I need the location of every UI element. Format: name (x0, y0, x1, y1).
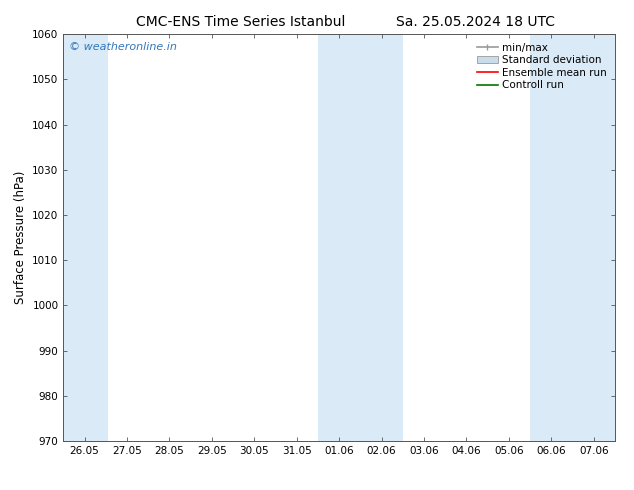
Legend: min/max, Standard deviation, Ensemble mean run, Controll run: min/max, Standard deviation, Ensemble me… (474, 40, 610, 94)
Text: Sa. 25.05.2024 18 UTC: Sa. 25.05.2024 18 UTC (396, 15, 555, 29)
Y-axis label: Surface Pressure (hPa): Surface Pressure (hPa) (14, 171, 27, 304)
Text: CMC-ENS Time Series Istanbul: CMC-ENS Time Series Istanbul (136, 15, 346, 29)
Bar (106, 34, 108, 441)
Text: © weatheronline.in: © weatheronline.in (69, 43, 177, 52)
Bar (360, 34, 403, 441)
Bar (63, 34, 106, 441)
Bar (318, 34, 360, 441)
Bar (530, 34, 615, 441)
